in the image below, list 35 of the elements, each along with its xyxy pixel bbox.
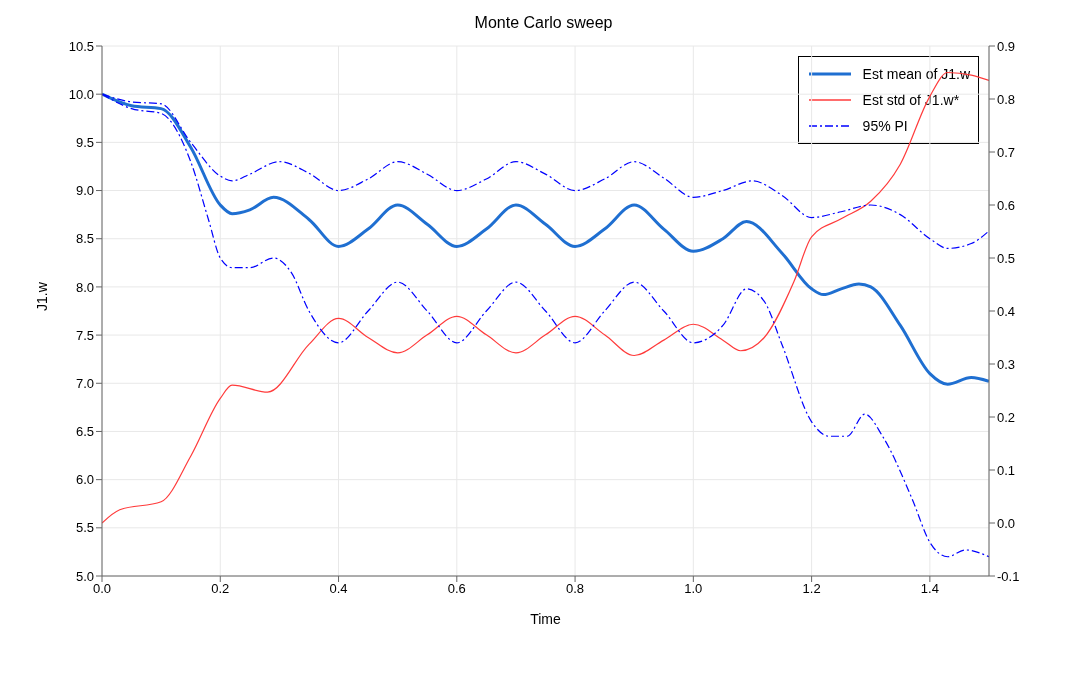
y-tick-label: 5.5 [75,520,94,536]
y-tick-label: 8.0 [75,279,94,295]
y2-tick-label: 0.4 [997,303,1016,319]
y-axis-title: J1.w [33,281,50,311]
y-tick-label: 9.0 [75,183,94,199]
x-tick-label: 0.4 [329,581,348,597]
y2-tick-label: 0.8 [997,91,1016,107]
x-tick-label: 1.4 [920,581,939,597]
x-tick-label: 0.8 [566,581,585,597]
y2-tick-label: 0.6 [997,197,1016,213]
x-tick-label: 0.2 [211,581,230,597]
y2-tick-label: -0.1 [997,568,1020,584]
y-tick-label: 7.0 [75,375,94,391]
y-tick-label: 5.0 [75,568,94,584]
y2-tick-label: 0.2 [997,409,1016,425]
x-axis-title: Time [530,611,562,627]
y-tick-label: 10.5 [68,38,94,54]
y2-tick-label: 0.5 [997,250,1016,266]
y2-tick-label: 0.7 [997,144,1016,160]
x-tick-label: 0.6 [447,581,466,597]
y-tick-label: 6.0 [75,472,94,488]
chart-title: Monte Carlo sweep [473,14,614,32]
y-tick-label: 6.5 [75,424,94,440]
x-tick-label: 1.2 [802,581,821,597]
x-tick-label: 0.0 [92,581,112,597]
y-tick-label: 7.5 [75,327,94,343]
y2-tick-label: 0.0 [997,515,1016,531]
y2-tick-label: 0.3 [997,356,1016,372]
y-tick-label: 10.0 [68,86,94,102]
y-tick-label: 9.5 [75,134,94,150]
y2-tick-label: 0.1 [997,462,1016,478]
y2-tick-label: 0.9 [997,38,1016,54]
y-tick-label: 8.5 [75,231,94,247]
legend-label: 95% PI [862,117,908,136]
x-tick-label: 1.0 [684,581,703,597]
